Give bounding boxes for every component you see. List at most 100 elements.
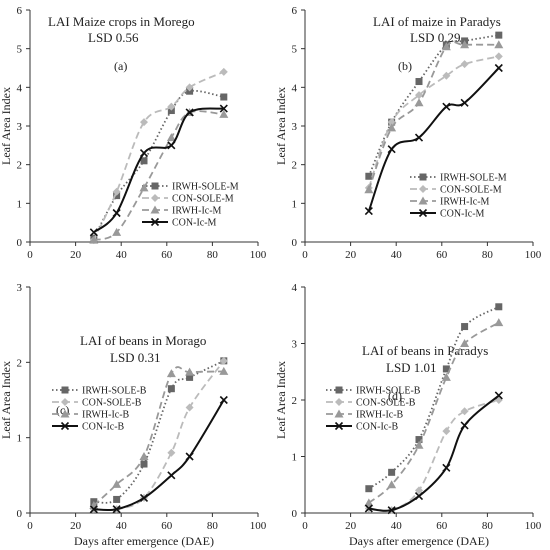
y-tick-label: 2 (292, 395, 298, 407)
y-axis-label: Leaf Area Index (0, 361, 13, 439)
data-point (112, 479, 122, 488)
legend-marker (334, 421, 344, 431)
series-line (93, 360, 225, 511)
legend-marker (335, 398, 343, 406)
data-point (460, 421, 469, 430)
series-line (93, 399, 225, 512)
x-tick-label: 0 (302, 249, 308, 261)
x-tick-label: 0 (27, 520, 33, 532)
legend-label: IRWH-Ic-B (82, 410, 130, 421)
legend-entry: IRWH-Ic-B (326, 409, 404, 421)
data-point (139, 183, 149, 192)
data-point (364, 498, 374, 507)
series-irwh-sole-b (365, 303, 503, 493)
x-tick-label: 40 (391, 520, 403, 532)
legend-entry: IRWH-Ic-M (142, 205, 222, 217)
panel-label: (b) (398, 59, 412, 73)
x-tick-label: 60 (436, 249, 448, 261)
data-point (441, 372, 451, 381)
panel-label: (d) (388, 389, 402, 403)
data-point (461, 323, 469, 331)
data-point (185, 108, 194, 117)
panel-a: 0 20 40 60 80 100 0 1 2 3 4 5 6 Leaf Area Index LAI Ma… (0, 5, 267, 261)
data-point (219, 356, 228, 365)
data-point (139, 452, 149, 460)
legend-label: IRWH-Ic-B (356, 410, 404, 421)
chart-subtitle: LSD 0.56 (88, 30, 139, 45)
legend-label: IRWH-Ic-M (172, 206, 222, 217)
data-point (112, 505, 121, 514)
y-tick-label: 1 (17, 198, 23, 210)
x-tick-label: 40 (116, 520, 128, 532)
data-point (112, 187, 121, 196)
y-tick-label: 2 (292, 160, 298, 172)
legend-entry: IRWH-SOLE-B (52, 386, 147, 397)
data-point (364, 504, 373, 513)
legend-entry: IRWH-SOLE-M (410, 173, 507, 184)
data-point (442, 102, 451, 111)
data-point (387, 123, 397, 132)
x-tick-label: 80 (482, 249, 494, 261)
data-point (460, 407, 469, 416)
panel-b: 0 20 40 60 80 100 0 1 2 3 4 5 6 Leaf Area Index LAI of… (274, 5, 542, 261)
data-point (185, 367, 195, 376)
y-tick-label: 3 (17, 282, 23, 294)
data-point (495, 31, 503, 39)
x-tick-label: 60 (436, 520, 448, 532)
chart-title: LAI Maize crops in Morego (48, 14, 195, 29)
data-point (167, 141, 176, 150)
legend-label: CON-SOLE-M (172, 194, 234, 205)
x-tick-label: 0 (302, 520, 308, 532)
data-point (186, 373, 194, 381)
data-point (460, 60, 469, 69)
panel-c: 0 20 40 60 80 100 0 1 2 3 Leaf Area Index Days afte… (0, 282, 267, 548)
x-tick-label: 100 (250, 520, 267, 532)
legend-label: CON-Ic-B (82, 422, 125, 433)
data-point (139, 493, 149, 502)
data-point (387, 480, 397, 489)
series-con-ic-b (364, 391, 503, 515)
legend-entry: CON-SOLE-B (326, 398, 416, 409)
y-tick-label: 0 (17, 237, 23, 249)
legend-marker (151, 182, 159, 190)
data-point (415, 78, 423, 86)
series-irwh-ic-b (364, 318, 504, 507)
data-point (167, 385, 175, 393)
legend-marker (151, 194, 159, 202)
y-tick-label: 2 (17, 160, 23, 172)
legend-marker (335, 386, 343, 394)
x-tick-label: 100 (525, 249, 542, 261)
x-tick-label: 80 (207, 249, 219, 261)
legend-marker (60, 421, 70, 431)
data-point (167, 448, 176, 457)
legend-entry: CON-SOLE-M (410, 185, 502, 196)
data-point (388, 468, 396, 476)
legend-marker (150, 217, 160, 227)
legend-label: CON-SOLE-B (82, 398, 142, 409)
chart-subtitle: LSD 1.01 (386, 360, 437, 375)
data-point (166, 133, 176, 142)
data-point (414, 133, 424, 142)
data-point (364, 207, 373, 216)
legend-marker (60, 409, 70, 418)
chart-title: LAI of beans in Paradys (362, 343, 488, 358)
y-tick-label: 4 (17, 82, 23, 94)
legend-label: IRWH-SOLE-B (82, 386, 147, 397)
legend-entry: IRWH-SOLE-M (142, 182, 239, 193)
chart-subtitle: LSD 0.29 (410, 30, 461, 45)
legend-label: CON-Ic-M (172, 218, 217, 229)
legend-marker (418, 208, 428, 218)
data-point (219, 104, 228, 113)
legend-label: CON-SOLE-B (356, 398, 416, 409)
legend-entry: IRWH-Ic-M (410, 196, 490, 208)
x-tick-label: 0 (27, 249, 33, 261)
legend-entry: IRWH-SOLE-B (326, 386, 421, 397)
data-point (415, 436, 423, 444)
y-tick-label: 4 (292, 282, 298, 294)
x-tick-label: 100 (525, 520, 542, 532)
y-tick-label: 3 (292, 121, 298, 133)
legend-marker (334, 409, 344, 418)
data-point (494, 52, 503, 61)
data-point (494, 40, 504, 49)
